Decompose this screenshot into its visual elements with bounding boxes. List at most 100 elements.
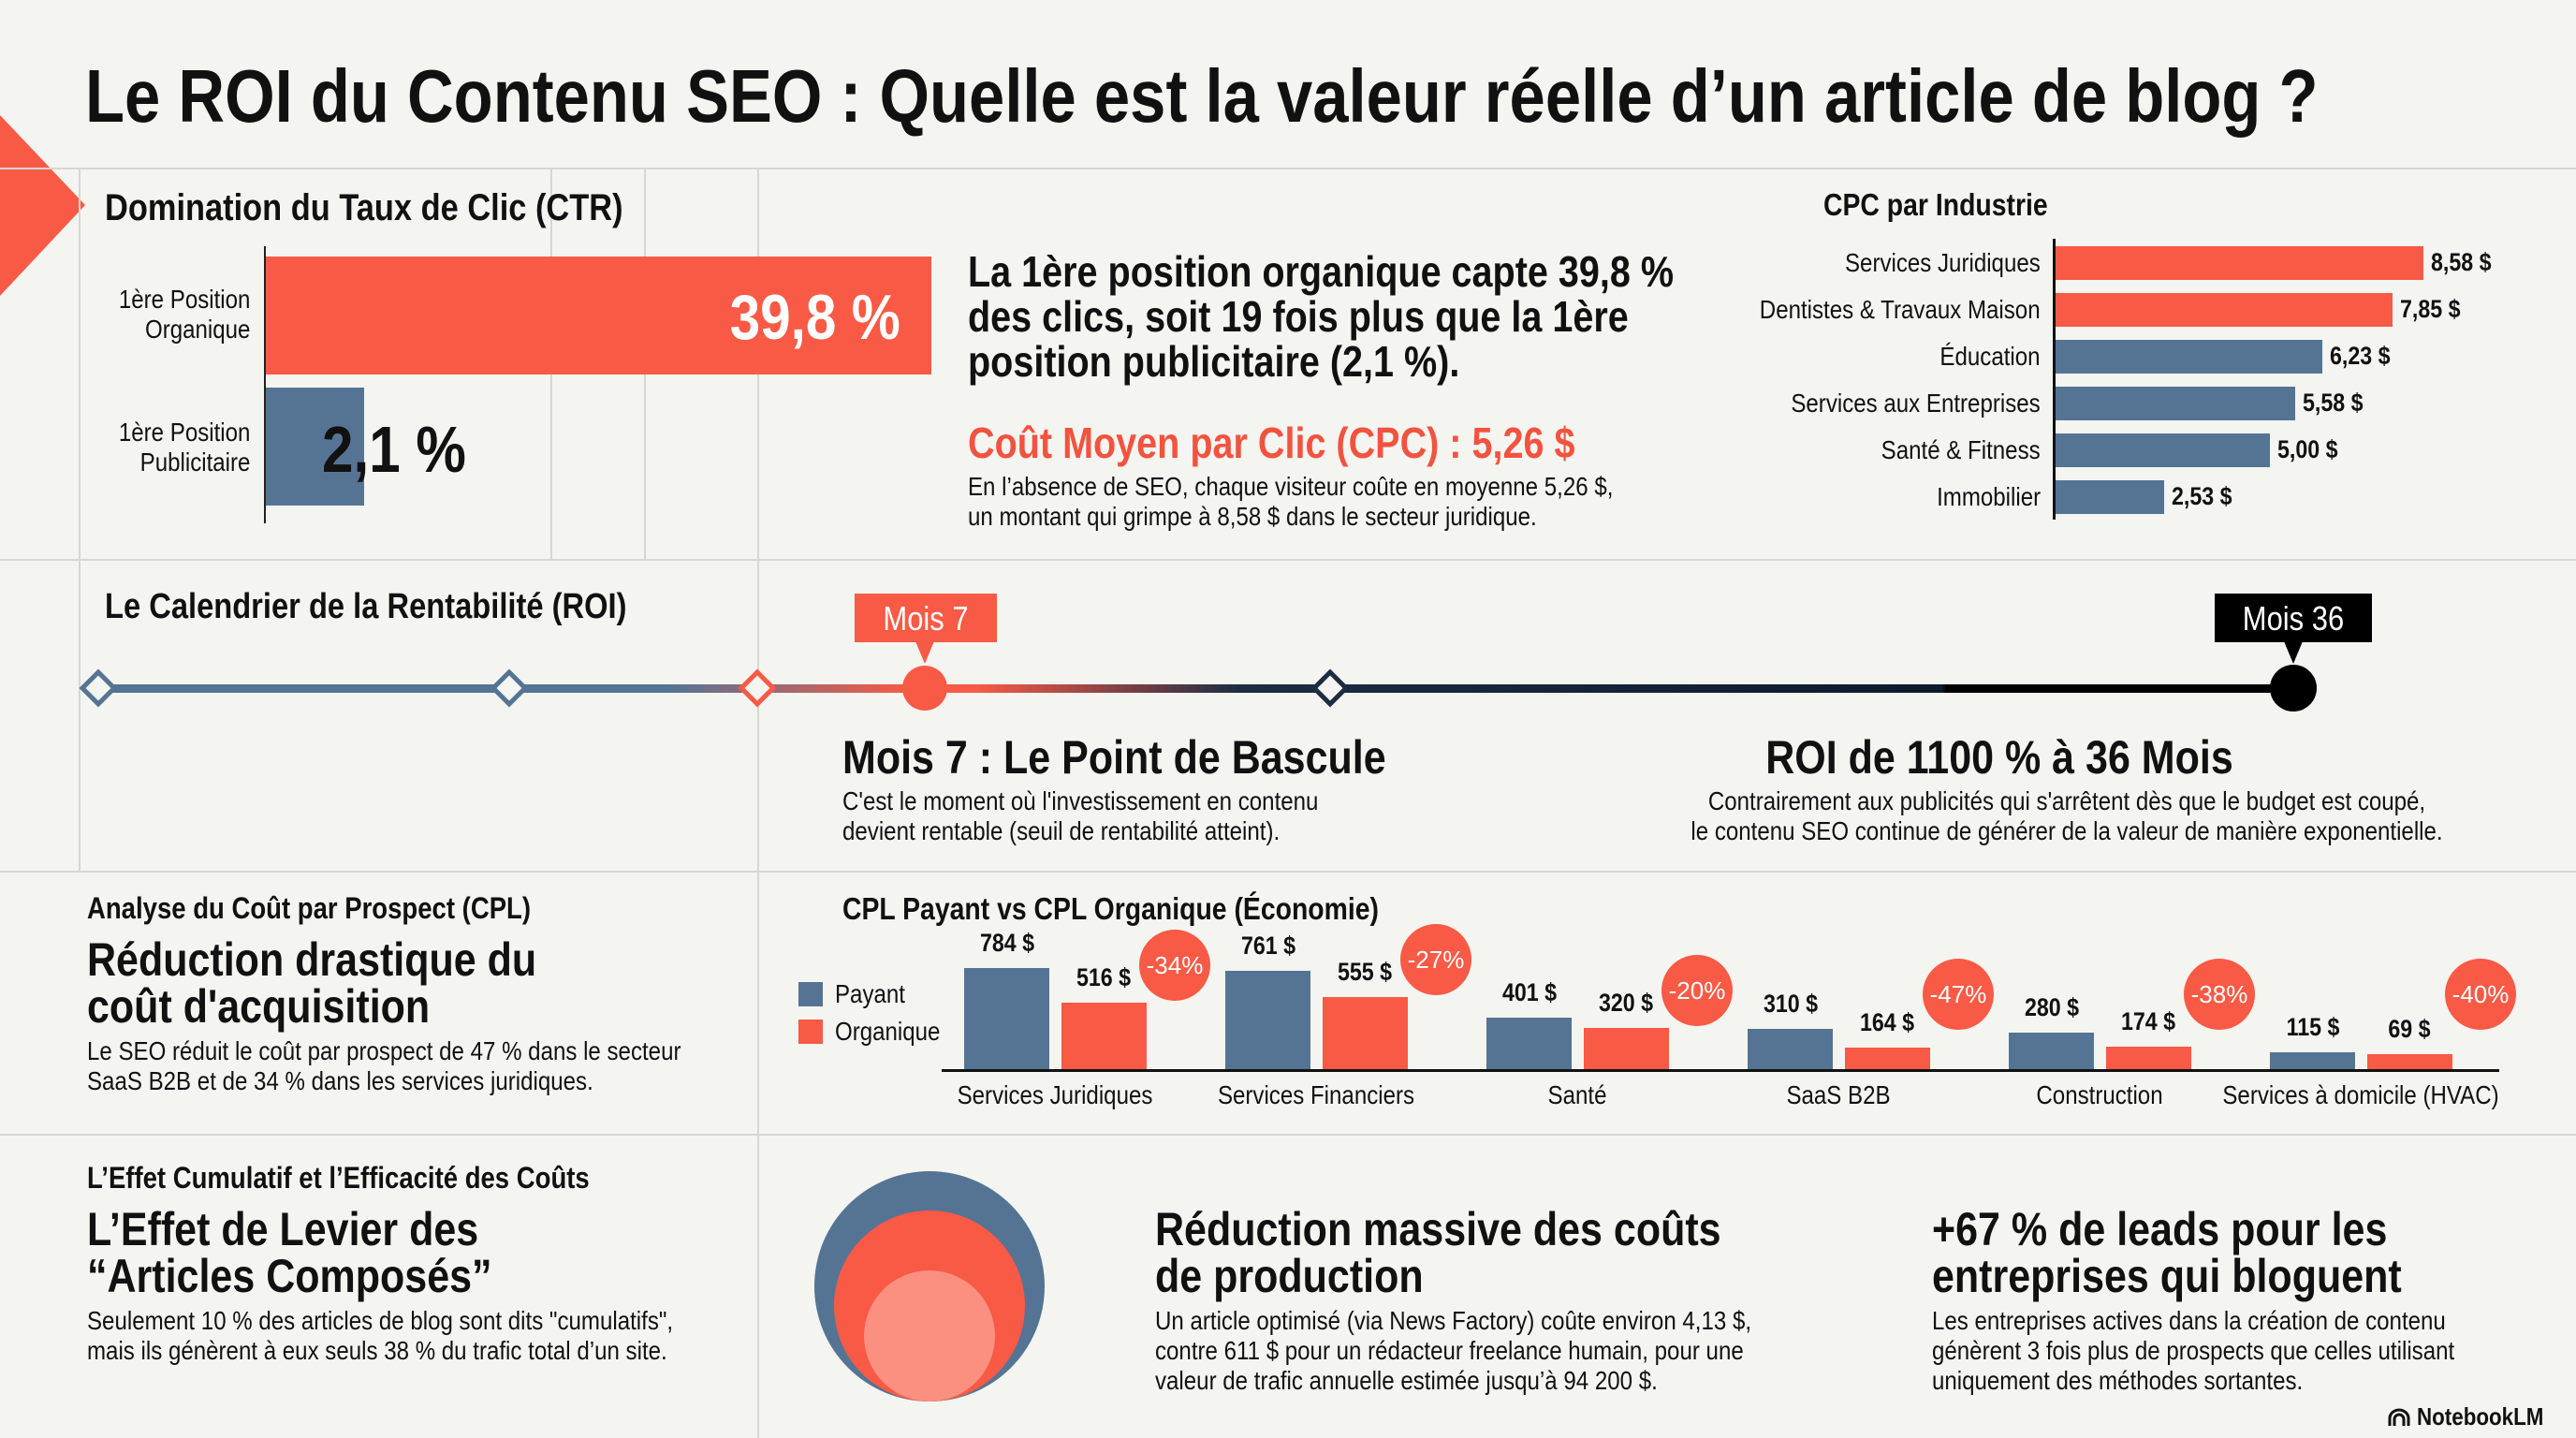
leads-title: entreprises qui bloguent [1932, 1250, 2402, 1302]
cpc-category-label: Dentistes & Travaux Maison [1760, 295, 2041, 324]
callout-pointer [2284, 641, 2303, 664]
cpc-bar [2056, 293, 2393, 327]
divider [0, 871, 2576, 873]
cpl-value-organique: 174 $ [2120, 1006, 2176, 1035]
notebooklm-icon [2388, 1408, 2410, 1426]
cpc-bar [2056, 340, 2323, 374]
ctr-label-organic: 1ère Position [118, 285, 250, 314]
notebooklm-logo: NotebookLM [2387, 1402, 2564, 1431]
cpc-text: un montant qui grimpe à 8,58 $ dans le s… [968, 502, 1537, 531]
production-text: Un article optimisé (via News Factory) c… [1155, 1306, 1752, 1335]
cpl-value-payant: 310 $ [1763, 990, 1819, 1019]
cpl-bar-payant [2270, 1052, 2355, 1069]
cpl-category-label: SaaS B2B [1786, 1080, 1891, 1109]
cpc-category-label: Services aux Entreprises [1791, 389, 2041, 418]
diamond-icon [738, 668, 777, 708]
production-title: de production [1155, 1250, 1424, 1302]
month-36-dot [2270, 665, 2317, 712]
cpc-text: En l’absence de SEO, chaque visiteur coû… [968, 472, 1614, 501]
cpl-value-payant: 280 $ [2024, 993, 2080, 1022]
brand-label: NotebookLM [2417, 1402, 2544, 1431]
legend-swatch-payant [798, 982, 823, 1006]
cpl-category-label: Construction [2036, 1080, 2163, 1109]
cpl-chart-baseline [942, 1069, 2499, 1072]
nested-circles-illustration [814, 1171, 1045, 1401]
diamond-icon [1310, 668, 1350, 708]
cpc-bar [2056, 433, 2270, 467]
cpl-category-label: Services à domicile (HVAC) [2222, 1080, 2499, 1109]
cpl-headline: coût d'acquisition [87, 980, 431, 1033]
month-36-label: Mois 36 [2242, 599, 2345, 638]
savings-badge: -47% [1923, 959, 1994, 1030]
cpc-category-label: Éducation [1939, 342, 2041, 371]
divider [0, 559, 2576, 561]
timeline-heading: Le Calendrier de la Rentabilité (ROI) [105, 587, 627, 626]
cpc-value-label: 5,00 $ [2277, 435, 2338, 463]
cpl-value-payant: 115 $ [2286, 1013, 2340, 1041]
cpl-bar-payant [1225, 970, 1310, 1069]
leads-text: Les entreprises actives dans la création… [1932, 1306, 2446, 1335]
leads-text: uniquement des méthodes sortantes. [1932, 1366, 2304, 1395]
cpc-value-label: 5,58 $ [2302, 389, 2364, 417]
page-title: Le ROI du Contenu SEO : Quelle est la va… [85, 54, 2319, 138]
cpl-category-label: Services Juridiques [957, 1080, 1153, 1109]
cpc-chart-title: CPC par Industrie [1823, 187, 2048, 222]
roi-text: Contrairement aux publicités qui s'arrêt… [1707, 786, 2426, 815]
cpc-bar [2056, 480, 2164, 514]
ctr-label-paid: 1ère Position [118, 418, 250, 447]
cpl-bar-payant [1748, 1029, 1833, 1069]
cpl-category-label: Services Financiers [1217, 1080, 1415, 1109]
tipping-point-text: devient rentable (seuil de rentabilité a… [842, 816, 1281, 845]
diamond-icon [490, 668, 529, 708]
divider [0, 168, 2576, 169]
cpl-value-organique: 555 $ [1337, 958, 1393, 987]
cpl-chart-title: CPL Payant vs CPL Organique (Économie) [842, 891, 1380, 926]
cpl-bar-payant [1486, 1017, 1572, 1069]
ctr-bar-paid [266, 388, 365, 506]
production-title: Réduction massive des coûts [1155, 1203, 1721, 1255]
cpc-bar [2056, 387, 2295, 420]
ctr-statement: des clics, soit 19 fois plus que la 1ère [968, 292, 1629, 341]
callout-pointer [915, 641, 934, 664]
cpc-bar [2056, 246, 2423, 280]
month-36-callout [2215, 594, 2372, 642]
ctr-value-organic: 39,8 % [729, 282, 900, 353]
cpl-value-organique: 69 $ [2388, 1015, 2431, 1043]
bottom-text: mais ils génèrent à eux seuls 38 % du tr… [87, 1336, 667, 1365]
cpc-value-label: 8,58 $ [2430, 248, 2492, 276]
timeline-line [98, 684, 2293, 693]
cpl-text: Le SEO réduit le coût par prospect de 47… [87, 1036, 681, 1065]
savings-badge: -27% [1400, 924, 1471, 996]
roi-text: le contenu SEO continue de générer de la… [1690, 816, 2443, 845]
month-7-dot [902, 666, 947, 711]
tipping-point-title: Mois 7 : Le Point de Bascule [842, 731, 1386, 784]
savings-badge: -20% [1661, 954, 1733, 1026]
tipping-point-text: C'est le moment où l'investissement en c… [842, 786, 1319, 815]
cpl-bar-payant [964, 967, 1049, 1069]
cpl-value-payant: 784 $ [979, 928, 1035, 957]
cpc-value-label: 6,23 $ [2330, 342, 2391, 370]
cpl-value-organique: 164 $ [1859, 1008, 1915, 1037]
cpc-category-label: Immobilier [1936, 482, 2041, 511]
ctr-value-paid: 2,1 % [322, 413, 466, 486]
bottom-kicker: L’Effet Cumulatif et l’Efficacité des Co… [87, 1161, 590, 1195]
ctr-statement: La 1ère position organique capte 39,8 % [968, 247, 1675, 296]
cpl-value-payant: 401 $ [1501, 977, 1558, 1006]
cpl-bar-organique [1061, 1002, 1147, 1069]
divider [757, 168, 759, 1438]
savings-badge: -38% [2184, 959, 2255, 1030]
cpl-headline: Réduction drastique du [87, 933, 537, 986]
bottom-text: Seulement 10 % des articles de blog sont… [87, 1306, 674, 1335]
divider [79, 168, 80, 871]
production-text: valeur de trafic annuelle estimée jusqu’… [1155, 1366, 1658, 1395]
cpc-value-label: 2,53 $ [2171, 482, 2232, 510]
corner-arrow-decoration [0, 115, 85, 296]
legend-swatch-organique [798, 1020, 823, 1044]
leads-title: +67 % de leads pour les [1932, 1203, 2388, 1255]
month-7-callout [855, 594, 997, 642]
cpl-bar-organique [1845, 1048, 1930, 1069]
ctr-label-paid: Publicitaire [139, 448, 250, 477]
cpl-value-organique: 320 $ [1598, 988, 1654, 1017]
bottom-headline: “Articles Composés” [87, 1250, 492, 1302]
legend-label-organique: Organique [835, 1017, 941, 1046]
